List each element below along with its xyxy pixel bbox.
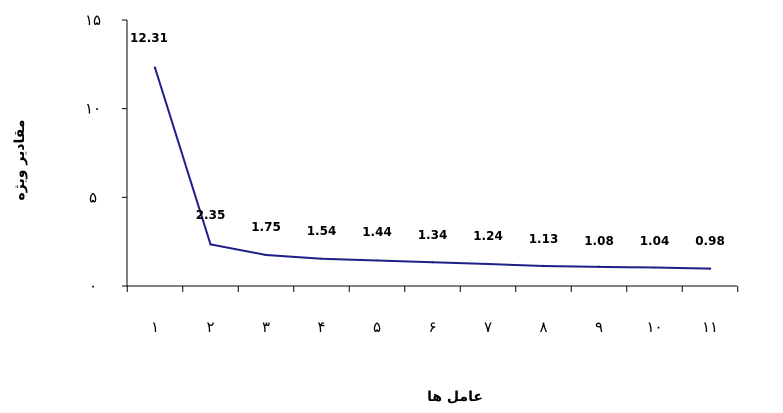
- axes: ٠ ۵ ١٠ ١۵ ١ ٢ ٣ ۴ ۵ ۶ ٧ ٨ ٩ ١٠ ١١: [85, 11, 739, 336]
- data-label: 12.31: [130, 31, 168, 45]
- data-label: 1.13: [529, 232, 559, 246]
- data-point: [597, 265, 601, 269]
- data-point: [708, 267, 712, 270]
- x-tick-label: ١٠: [646, 318, 662, 336]
- data-point: [209, 243, 212, 246]
- y-tick-label: ١۵: [85, 11, 101, 29]
- data-label: 2.35: [196, 208, 226, 222]
- data-point: [264, 253, 268, 257]
- data-label: 1.24: [473, 229, 503, 243]
- data-label: 1.75: [251, 220, 281, 234]
- data-point: [431, 261, 434, 264]
- x-tick-label: ٨: [539, 318, 547, 336]
- y-axis-title: مقادیر ویژه: [12, 120, 28, 201]
- data-point: [375, 259, 379, 262]
- x-tick-label: ٩: [595, 318, 603, 336]
- y-tick-label: ٠: [89, 277, 97, 295]
- x-tick-label: ٧: [484, 318, 492, 336]
- data-label: 1.34: [418, 228, 448, 242]
- x-tick-label: ١١: [702, 318, 718, 336]
- x-tick-label: ١: [151, 318, 159, 336]
- x-tick-label: ٢: [206, 318, 214, 336]
- x-tick-label: ٣: [262, 318, 270, 336]
- data-point: [542, 264, 545, 268]
- data-point: [486, 262, 490, 266]
- y-tick-label: ۵: [89, 188, 97, 206]
- data-label: 1.44: [362, 225, 392, 239]
- x-tick-label: ۴: [317, 318, 325, 336]
- series-layer: [153, 66, 712, 270]
- y-tick-label: ١٠: [85, 100, 101, 118]
- data-label: 1.04: [640, 234, 670, 248]
- data-point: [320, 257, 323, 260]
- labels-layer: 12.31 2.35 1.75 1.54 1.44 1.34 1.24 1.13 1.08 1.0…: [130, 31, 725, 248]
- x-tick-label: ۶: [428, 318, 436, 336]
- x-axis-title: عامل ها: [427, 389, 483, 405]
- data-point: [653, 266, 656, 269]
- x-tick-label: ۵: [373, 318, 381, 336]
- data-label: 0.98: [695, 234, 725, 248]
- data-point: [153, 66, 157, 69]
- data-label: 1.54: [307, 224, 337, 238]
- data-label: 1.08: [584, 234, 614, 248]
